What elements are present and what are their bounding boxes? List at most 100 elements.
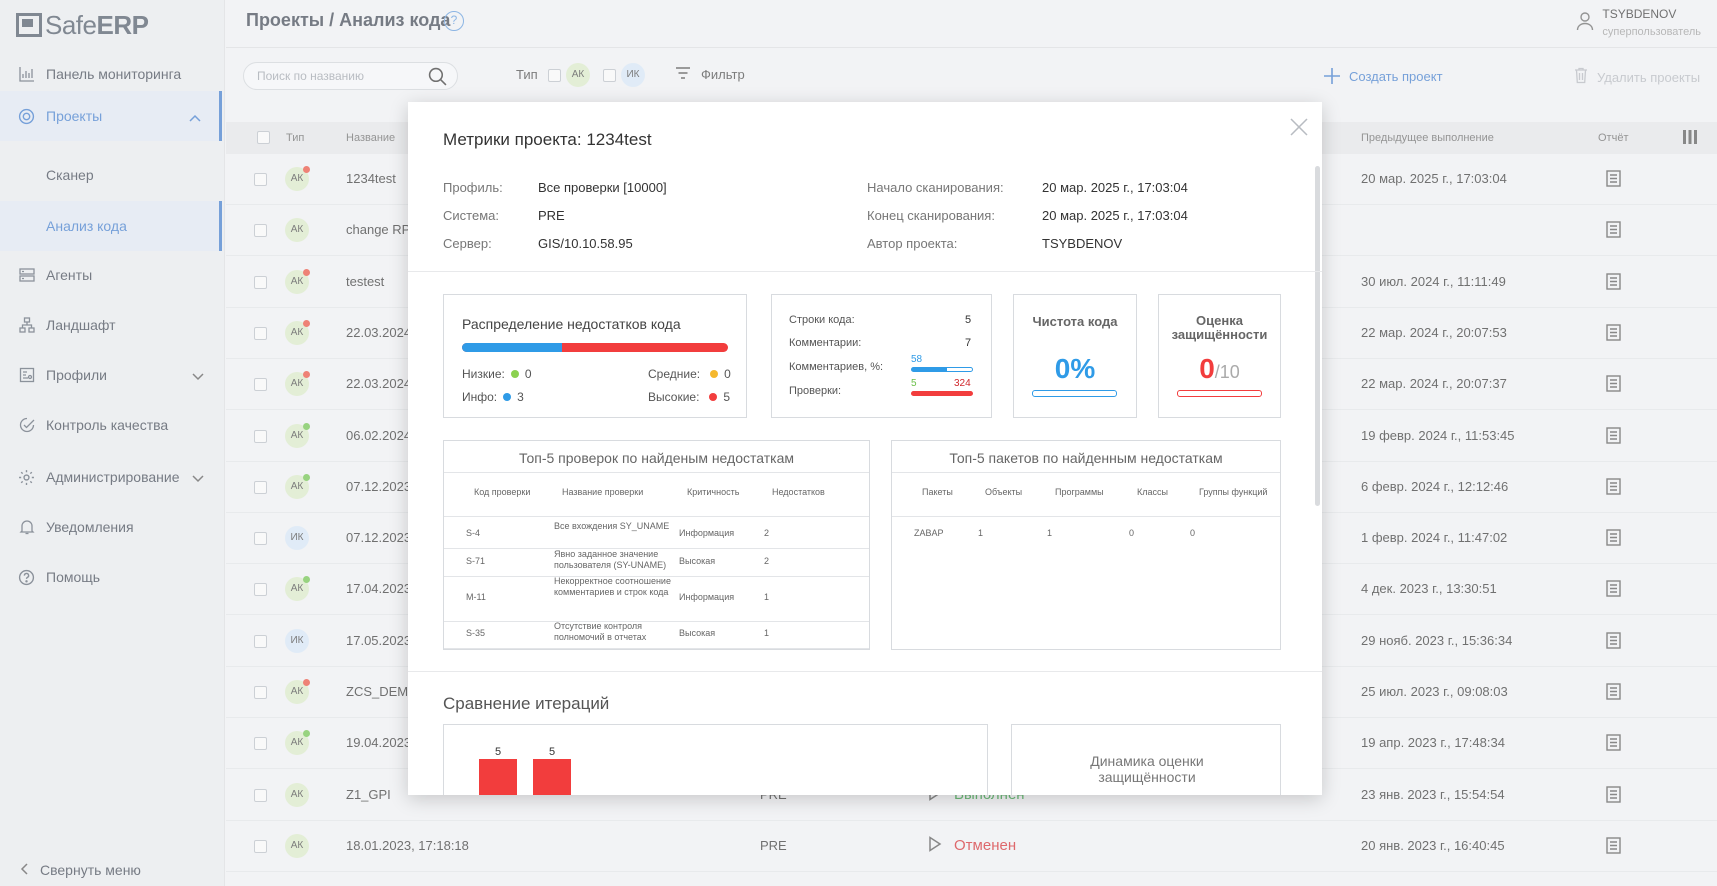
sidebar-item-profiles[interactable]: Профили [0,350,222,400]
system-key: Система: [443,208,499,223]
row-checkbox[interactable] [254,686,267,699]
row-name[interactable]: Z1_GPI [346,786,391,802]
report-icon[interactable] [1606,631,1621,652]
row-name[interactable]: 22.03.2024 [346,324,412,340]
row-checkbox[interactable] [254,788,267,802]
comments-label: Комментарии: [789,337,862,349]
report-icon[interactable] [1606,375,1621,395]
user-menu[interactable]: TSYBDENOV суперпользователь [1576,7,1701,38]
sidebar-item-quality[interactable]: Контроль качества [0,400,222,450]
gear-icon [18,469,35,486]
search-input[interactable]: Поиск по названию [243,62,458,90]
row-checkbox[interactable] [254,532,267,546]
select-all-checkbox[interactable] [257,131,270,144]
sidebar-item-help[interactable]: Помощь [0,552,222,602]
report-icon[interactable] [1606,221,1621,241]
type-ak-badge: АК [566,63,590,87]
sidebar-item-notifications[interactable]: Уведомления [0,502,222,552]
report-icon[interactable] [1606,170,1621,190]
row-name[interactable]: 06.02.2024 [346,427,412,443]
report-icon[interactable] [1606,837,1621,857]
report-icon[interactable] [1606,426,1621,447]
row-checkbox[interactable] [254,634,267,648]
report-icon[interactable] [1606,324,1621,344]
help-question-icon[interactable]: ? [444,11,464,31]
row-checkbox[interactable] [254,275,267,289]
report-icon[interactable] [1606,529,1621,549]
row-name[interactable]: 18.01.2023, 17:18:18 [346,837,469,853]
sidebar-item-admin[interactable]: Администрирование [0,452,222,502]
row-name[interactable]: 07.12.2023 [346,478,412,494]
row-name[interactable]: 1234test [346,171,396,186]
comments-pct-fill [912,368,947,371]
row-name[interactable]: 19.04.2023 [346,735,412,751]
dashboard-chart-icon [18,66,35,83]
checks-cell: M-11 [466,592,486,602]
plus-icon [1323,67,1341,86]
sidebar-item-code-analysis[interactable]: Анализ кода [0,201,222,251]
delete-projects-button[interactable]: Удалить проекты [1574,67,1700,87]
row-checkbox[interactable] [254,378,267,392]
safeerp-logo[interactable]: Safe ERP [16,10,149,40]
sidebar-item-scanner[interactable]: Сканер [0,150,222,200]
cleanliness-value: 0% [1054,353,1096,384]
user-name: TSYBDENOV [1602,7,1677,21]
report-icon[interactable] [1606,580,1621,600]
row-checkbox[interactable] [254,737,267,751]
row-checkbox[interactable] [254,839,267,853]
row-name[interactable]: 22.03.2024 [346,376,412,392]
create-project-button[interactable]: Создать проект [1323,67,1443,86]
iteration-bar[interactable] [533,759,571,795]
row-checkbox[interactable] [254,429,267,443]
filter-label: Фильтр [701,67,745,82]
search-placeholder: Поиск по названию [257,69,365,83]
type-ak-checkbox[interactable] [548,69,561,82]
filter-button[interactable]: Фильтр [675,67,745,82]
row-name[interactable]: change RP [346,222,411,238]
row-checkbox[interactable] [254,480,267,494]
row-checkbox[interactable] [254,583,267,597]
security-dynamics-card: Динамика оценки защищённости [1011,724,1281,795]
chevron-down-icon[interactable] [192,368,204,384]
report-icon[interactable] [1606,683,1621,703]
sidebar-item-landscape[interactable]: Ландшафт [0,300,222,350]
table-row[interactable]: АК 18.01.2023, 17:18:18 PRE Отменен 20 янв. … [226,820,1717,872]
sidebar-item-projects[interactable]: Проекты [0,91,222,141]
modal-scrollbar[interactable] [1315,166,1320,506]
row-checkbox[interactable] [254,173,267,186]
sidebar-item-agents[interactable]: Агенты [0,250,222,300]
sidebar-item-dashboard[interactable]: Панель мониторинга [0,49,222,99]
type-ik-checkbox[interactable] [603,69,616,82]
top-checks-title: Топ-5 проверок по найденым недостаткам [519,450,794,466]
divider [444,472,869,473]
row-name[interactable]: testest [346,273,385,289]
column-prev-run[interactable]: Предыдущее выполнение [1361,132,1494,144]
column-name[interactable]: Название [346,132,396,144]
report-icon[interactable] [1606,478,1621,498]
row-name[interactable]: 07.12.2023 [346,530,412,546]
packages-column-header: Программы [1055,487,1104,497]
row-name[interactable]: 17.04.2023 [346,581,412,597]
chevron-up-icon[interactable] [189,109,201,125]
columns-settings-icon[interactable] [1682,129,1698,148]
report-icon[interactable] [1606,272,1621,293]
report-icon[interactable] [1606,734,1621,754]
profiles-icon [18,367,35,384]
row-status-dot [303,422,310,430]
row-name[interactable]: ZCS_DEMO [346,684,419,699]
security-max: /10 [1214,362,1240,382]
close-icon[interactable] [1290,118,1308,139]
row-checkbox[interactable] [254,326,267,340]
iteration-bar[interactable] [479,759,517,795]
play-icon[interactable] [928,836,942,856]
collapse-menu-button[interactable]: Свернуть меню [20,862,141,878]
chevron-down-icon[interactable] [192,470,204,486]
row-checkbox[interactable] [254,224,267,238]
user-role: суперпользователь [1602,26,1701,38]
column-type[interactable]: Тип [286,132,305,144]
report-icon[interactable] [1606,785,1621,806]
column-report[interactable]: Отчёт [1598,132,1629,144]
search-icon[interactable] [428,67,447,89]
row-name[interactable]: 17.05.2023 [346,632,412,648]
